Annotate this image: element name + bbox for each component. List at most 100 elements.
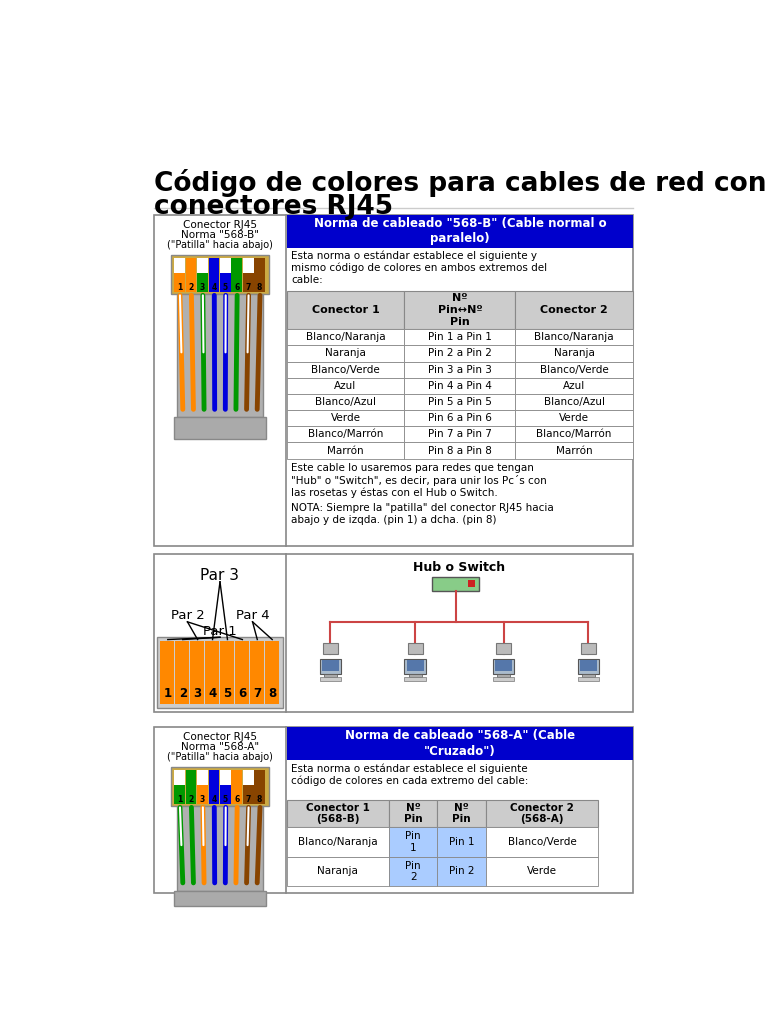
Text: Pin 4 a Pin 4: Pin 4 a Pin 4 (428, 381, 492, 391)
Text: Pin
2: Pin 2 (406, 860, 421, 882)
Text: Norma de cableado "568-B" (Cable normal o
paralelo): Norma de cableado "568-B" (Cable normal … (313, 217, 606, 246)
Bar (197, 258, 208, 292)
Bar (405, 677, 426, 681)
Bar (286, 394, 405, 410)
Text: Esta norma o estándar establece el siguiente y
mismo código de colores en ambos : Esta norma o estándar establece el sigui… (291, 251, 548, 285)
Bar (389, 827, 437, 857)
Text: Par 2: Par 2 (170, 609, 204, 623)
Bar (235, 641, 249, 705)
Bar (578, 677, 599, 681)
Text: 5: 5 (223, 796, 228, 804)
Bar (220, 641, 233, 705)
Text: 1: 1 (177, 284, 182, 292)
Text: Verde: Verde (527, 866, 557, 877)
Bar (174, 770, 185, 804)
Bar (515, 410, 633, 426)
Bar (407, 660, 424, 671)
Text: Pin 5 a Pin 5: Pin 5 a Pin 5 (428, 397, 492, 407)
Bar (265, 641, 279, 705)
Text: conectores RJ45: conectores RJ45 (154, 194, 393, 220)
Text: Blanco/Marrón: Blanco/Marrón (308, 429, 383, 439)
Text: Par 3: Par 3 (200, 568, 240, 583)
Bar (231, 258, 242, 292)
Bar (515, 442, 633, 459)
Text: 1: 1 (164, 687, 172, 700)
Bar (493, 677, 515, 681)
Bar (286, 727, 633, 760)
Text: 3: 3 (200, 284, 205, 292)
Bar (177, 806, 263, 891)
Bar (171, 767, 269, 806)
Bar (161, 641, 174, 705)
Bar (174, 417, 266, 438)
Text: Conector 1: Conector 1 (312, 305, 379, 315)
Bar (174, 770, 185, 785)
Bar (286, 410, 405, 426)
Bar (405, 426, 515, 442)
Bar (319, 677, 341, 681)
Bar (197, 770, 208, 804)
Bar (186, 258, 197, 292)
Bar (432, 578, 479, 591)
Bar (286, 330, 405, 345)
Text: Pin 2: Pin 2 (449, 866, 475, 877)
Bar (243, 770, 253, 785)
Bar (408, 643, 423, 654)
Text: 8: 8 (257, 796, 263, 804)
Text: Pin 7 a Pin 7: Pin 7 a Pin 7 (428, 429, 492, 439)
Bar (220, 770, 230, 785)
Bar (286, 291, 405, 330)
Text: Nº
Pin: Nº Pin (452, 803, 471, 824)
Text: Blanco/Verde: Blanco/Verde (311, 365, 380, 375)
Bar (496, 643, 511, 654)
Bar (486, 827, 598, 857)
Text: Conector RJ45: Conector RJ45 (183, 731, 257, 741)
Text: NOTA: Siempre la "patilla" del conector RJ45 hacia
abajo y de izqda. (pin 1) a d: NOTA: Siempre la "patilla" del conector … (291, 503, 554, 525)
Bar (220, 258, 230, 272)
Bar (177, 294, 263, 417)
Text: 6: 6 (238, 687, 247, 700)
Text: Azul: Azul (334, 381, 356, 391)
Text: Blanco/Azul: Blanco/Azul (315, 397, 376, 407)
Text: 6: 6 (234, 796, 240, 804)
Bar (250, 641, 263, 705)
Text: Pin
1: Pin 1 (406, 831, 421, 853)
Bar (220, 258, 230, 292)
Text: Marrón: Marrón (327, 445, 364, 456)
Text: Verde: Verde (559, 413, 589, 423)
Text: Naranja: Naranja (554, 348, 594, 358)
Bar (322, 660, 339, 671)
Bar (515, 361, 633, 378)
Bar (578, 658, 599, 674)
Text: 8: 8 (257, 284, 263, 292)
Text: 2: 2 (188, 796, 194, 804)
Text: Blanco/Naranja: Blanco/Naranja (298, 837, 378, 847)
Bar (405, 361, 515, 378)
Text: 7: 7 (246, 796, 251, 804)
Bar (286, 378, 405, 394)
Text: Pin 6 a Pin 6: Pin 6 a Pin 6 (428, 413, 492, 423)
Text: Naranja: Naranja (317, 866, 358, 877)
Bar (254, 770, 265, 804)
Bar (243, 258, 253, 272)
Bar (286, 361, 405, 378)
Bar (286, 442, 405, 459)
Bar (389, 800, 437, 827)
Bar (437, 800, 486, 827)
Bar (580, 660, 597, 671)
Bar (405, 378, 515, 394)
Bar (324, 674, 336, 677)
Bar (286, 827, 389, 857)
Text: 4: 4 (211, 796, 217, 804)
Bar (286, 426, 405, 442)
Text: Par 4: Par 4 (236, 609, 270, 623)
Text: Conector 1
(568-B): Conector 1 (568-B) (306, 803, 369, 824)
Text: 5: 5 (223, 687, 232, 700)
Text: Verde: Verde (330, 413, 360, 423)
Bar (323, 643, 338, 654)
Bar (468, 581, 475, 587)
Text: 6: 6 (234, 284, 240, 292)
Text: Norma "568-A": Norma "568-A" (181, 741, 259, 752)
Text: ("Patilla" hacia abajo): ("Patilla" hacia abajo) (167, 752, 273, 762)
Bar (220, 770, 230, 804)
